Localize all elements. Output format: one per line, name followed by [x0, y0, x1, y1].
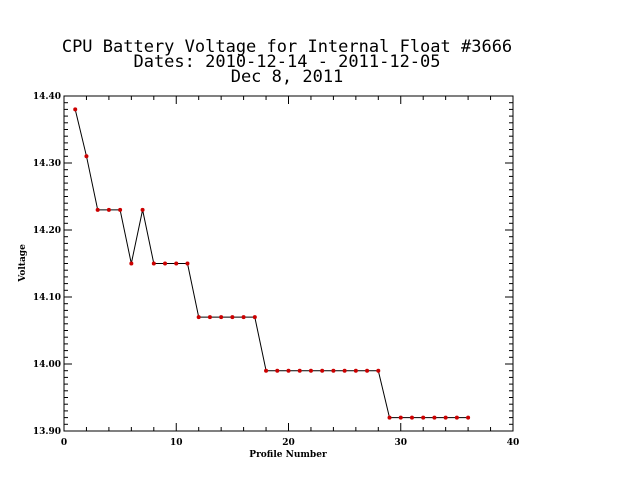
data-point [398, 415, 403, 420]
data-point [140, 207, 145, 212]
data-point [207, 315, 212, 320]
data-point [297, 368, 302, 373]
x-tick-label: 0 [61, 438, 67, 448]
title-line-1: CPU Battery Voltage for Internal Float #… [62, 37, 512, 57]
title-line-3: Dec 8, 2011 [231, 67, 344, 87]
data-point [84, 154, 89, 159]
data-point [353, 368, 358, 373]
data-point [387, 415, 392, 420]
x-axis-label: Profile Number [249, 450, 327, 460]
data-point [241, 315, 246, 320]
x-tick-label: 30 [394, 438, 407, 448]
data-point [454, 415, 459, 420]
data-point [443, 415, 448, 420]
data-point [95, 207, 100, 212]
data-point [129, 261, 134, 266]
data-point [320, 368, 325, 373]
y-tick-label: 14.00 [33, 360, 61, 370]
y-tick-label: 14.10 [33, 293, 61, 303]
data-point [275, 368, 280, 373]
data-point [196, 315, 201, 320]
data-point [331, 368, 336, 373]
data-point [151, 261, 156, 266]
x-tick-label: 20 [282, 438, 295, 448]
chart-title: CPU Battery Voltage for Internal Float #… [62, 37, 512, 87]
data-point [365, 368, 370, 373]
data-point [106, 207, 111, 212]
axis-ticks [63, 95, 514, 432]
data-point [118, 207, 123, 212]
data-point [163, 261, 168, 266]
series-line [74, 109, 469, 419]
y-tick-label: 14.40 [33, 92, 61, 102]
data-point [73, 107, 78, 112]
voltage-series [73, 107, 471, 420]
data-point [466, 415, 471, 420]
data-point [219, 315, 224, 320]
y-tick-label: 13.90 [33, 427, 61, 437]
data-point [174, 261, 179, 266]
data-point [376, 368, 381, 373]
x-tick-label: 40 [507, 438, 520, 448]
y-tick-label: 14.30 [33, 159, 61, 169]
data-point [308, 368, 313, 373]
data-point [185, 261, 190, 266]
data-point [230, 315, 235, 320]
y-axis-label: Voltage [18, 244, 28, 283]
title-line-2: Dates: 2010-12-14 - 2011-12-05 [133, 52, 440, 72]
x-tick-label: 10 [170, 438, 183, 448]
data-point [432, 415, 437, 420]
data-point [264, 368, 269, 373]
data-point [252, 315, 257, 320]
data-point [421, 415, 426, 420]
data-point [409, 415, 414, 420]
axis-tick-labels: 0 10 20 30 40 13.90 14.00 14.10 14.20 14.30 14.40 [33, 92, 519, 448]
y-tick-label: 14.20 [33, 226, 61, 236]
data-point [342, 368, 347, 373]
data-point [286, 368, 291, 373]
